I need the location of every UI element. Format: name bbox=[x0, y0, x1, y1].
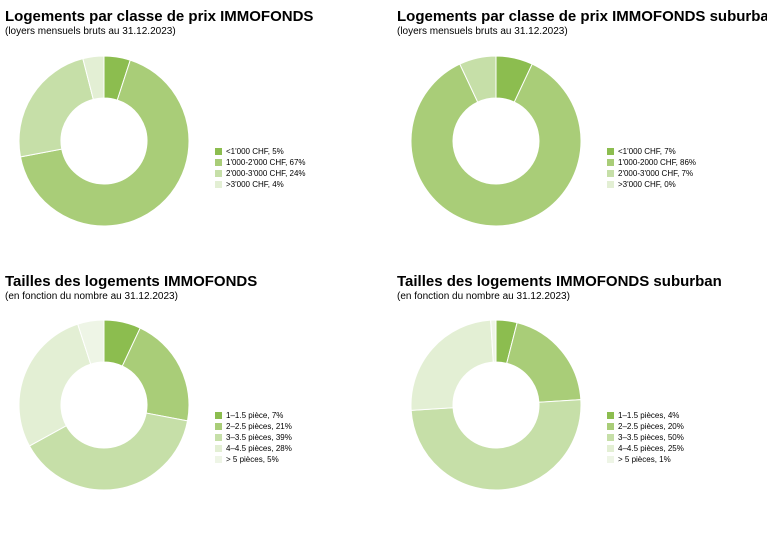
legend-label: <1'000 CHF, 5% bbox=[226, 147, 284, 156]
legend-item: 3–3.5 pièces, 39% bbox=[215, 432, 292, 443]
legend-label: 2–2.5 pièces, 21% bbox=[226, 422, 292, 431]
legend-item: 1'000-2000 CHF, 86% bbox=[607, 157, 696, 168]
legend-item: <1'000 CHF, 7% bbox=[607, 146, 696, 157]
chart-panel: Tailles des logements IMMOFONDS (en fonct… bbox=[5, 273, 375, 533]
legend-label: > 5 pièces, 1% bbox=[618, 455, 671, 464]
legend-item: 2'000-3'000 CHF, 7% bbox=[607, 168, 696, 179]
chart-panel: Tailles des logements IMMOFONDS suburban… bbox=[397, 273, 767, 533]
legend-item: >3'000 CHF, 0% bbox=[607, 179, 696, 190]
chart-legend: 1–1.5 pièces, 4% 2–2.5 pièces, 20% 3–3.5 p… bbox=[607, 410, 684, 465]
legend-swatch bbox=[215, 434, 222, 441]
legend-label: 3–3.5 pièces, 39% bbox=[226, 433, 292, 442]
legend-label: 4–4.5 pièces, 28% bbox=[226, 444, 292, 453]
chart-legend: <1'000 CHF, 5% 1'000-2'000 CHF, 67% 2'000-… bbox=[215, 146, 306, 190]
chart-subtitle: (en fonction du nombre au 31.12.2023) bbox=[397, 291, 570, 302]
legend-item: > 5 pièces, 5% bbox=[215, 454, 292, 465]
chart-panel: Logements par classe de prix IMMOFONDS s… bbox=[397, 8, 767, 268]
legend-item: 1'000-2'000 CHF, 67% bbox=[215, 157, 306, 168]
chart-legend: 1–1.5 pièce, 7% 2–2.5 pièces, 21% 3–3.5 pi… bbox=[215, 410, 292, 465]
legend-swatch bbox=[607, 456, 614, 463]
legend-label: 1–1.5 pièce, 7% bbox=[226, 411, 284, 420]
legend-swatch bbox=[607, 445, 614, 452]
donut-slice bbox=[506, 322, 582, 403]
legend-item: 2'000-3'000 CHF, 24% bbox=[215, 168, 306, 179]
legend-label: <1'000 CHF, 7% bbox=[618, 147, 676, 156]
legend-item: >3'000 CHF, 4% bbox=[215, 179, 306, 190]
legend-swatch bbox=[215, 148, 222, 155]
legend-item: > 5 pièces, 1% bbox=[607, 454, 684, 465]
donut-slice bbox=[410, 399, 582, 491]
legend-label: 1'000-2000 CHF, 86% bbox=[618, 158, 697, 167]
legend-item: 4–4.5 pièces, 28% bbox=[215, 443, 292, 454]
donut-slice bbox=[490, 319, 497, 363]
legend-swatch bbox=[607, 423, 614, 430]
chart-title: Tailles des logements IMMOFONDS suburban bbox=[397, 273, 722, 290]
legend-item: <1'000 CHF, 5% bbox=[215, 146, 306, 157]
legend-item: 3–3.5 pièces, 50% bbox=[607, 432, 684, 443]
donut-slice bbox=[410, 319, 494, 411]
donut-chart bbox=[410, 55, 582, 227]
legend-item: 1–1.5 pièce, 7% bbox=[215, 410, 292, 421]
donut-slice bbox=[77, 319, 105, 365]
legend-swatch bbox=[215, 181, 222, 188]
legend-label: >3'000 CHF, 0% bbox=[618, 180, 676, 189]
legend-item: 4–4.5 pièces, 25% bbox=[607, 443, 684, 454]
chart-subtitle: (en fonction du nombre au 31.12.2023) bbox=[5, 291, 178, 302]
donut-chart bbox=[18, 319, 190, 491]
legend-swatch bbox=[215, 445, 222, 452]
donut-slice bbox=[459, 55, 497, 103]
donut-slice bbox=[28, 412, 189, 491]
legend-swatch bbox=[215, 412, 222, 419]
chart-panel: Logements par classe de prix IMMOFONDS (l… bbox=[5, 8, 375, 268]
chart-title: Logements par classe de prix IMMOFONDS s… bbox=[397, 8, 767, 25]
legend-swatch bbox=[607, 170, 614, 177]
donut-slice bbox=[19, 59, 190, 227]
legend-label: > 5 pièces, 5% bbox=[226, 455, 279, 464]
donut-slice bbox=[18, 323, 92, 447]
legend-swatch bbox=[607, 434, 614, 441]
chart-title: Logements par classe de prix IMMOFONDS bbox=[5, 8, 314, 25]
chart-title: Tailles des logements IMMOFONDS bbox=[5, 273, 258, 290]
legend-item: 1–1.5 pièces, 4% bbox=[607, 410, 684, 421]
legend-label: 4–4.5 pièces, 25% bbox=[618, 444, 684, 453]
legend-item: 2–2.5 pièces, 21% bbox=[215, 421, 292, 432]
legend-label: 2'000-3'000 CHF, 24% bbox=[226, 169, 306, 178]
chart-subtitle: (loyers mensuels bruts au 31.12.2023) bbox=[5, 26, 176, 37]
donut-slice bbox=[18, 58, 94, 158]
legend-swatch bbox=[607, 148, 614, 155]
legend-swatch bbox=[607, 159, 614, 166]
legend-swatch bbox=[607, 412, 614, 419]
legend-label: 2–2.5 pièces, 20% bbox=[618, 422, 684, 431]
legend-item: 2–2.5 pièces, 20% bbox=[607, 421, 684, 432]
legend-swatch bbox=[215, 456, 222, 463]
legend-swatch bbox=[607, 181, 614, 188]
legend-swatch bbox=[215, 423, 222, 430]
legend-label: 3–3.5 pièces, 50% bbox=[618, 433, 684, 442]
donut-slice bbox=[410, 63, 582, 227]
chart-subtitle: (loyers mensuels bruts au 31.12.2023) bbox=[397, 26, 568, 37]
legend-swatch bbox=[215, 170, 222, 177]
donut-chart bbox=[410, 319, 582, 491]
legend-label: 1'000-2'000 CHF, 67% bbox=[226, 158, 306, 167]
donut-chart bbox=[18, 55, 190, 227]
legend-label: 1–1.5 pièces, 4% bbox=[618, 411, 680, 420]
legend-swatch bbox=[215, 159, 222, 166]
legend-label: 2'000-3'000 CHF, 7% bbox=[618, 169, 694, 178]
legend-label: >3'000 CHF, 4% bbox=[226, 180, 284, 189]
chart-legend: <1'000 CHF, 7% 1'000-2000 CHF, 86% 2'000-3… bbox=[607, 146, 696, 190]
donut-slice bbox=[82, 55, 105, 100]
